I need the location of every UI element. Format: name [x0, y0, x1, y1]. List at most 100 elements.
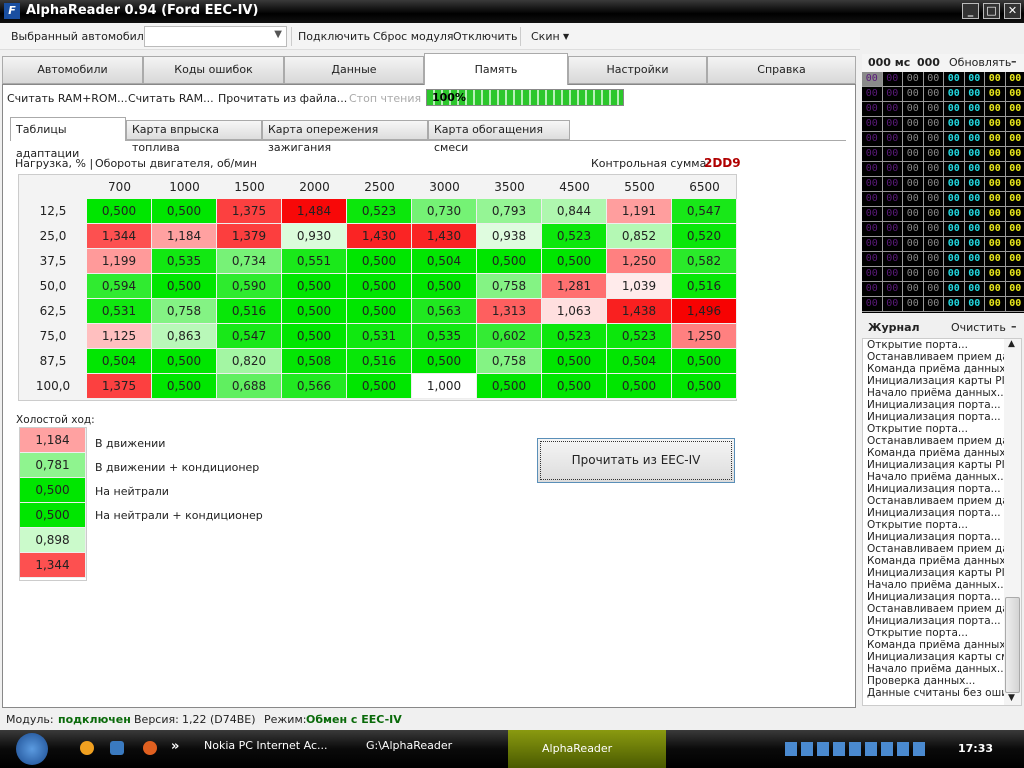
hex-cell[interactable]: 00 [862, 297, 883, 312]
hex-cell[interactable]: 00 [862, 102, 883, 117]
hex-cell[interactable]: 00 [923, 297, 944, 312]
hex-cell[interactable]: 00 [903, 192, 924, 207]
hex-cell[interactable]: 00 [923, 222, 944, 237]
hex-cell[interactable]: 00 [862, 282, 883, 297]
hex-cell[interactable]: 00 [923, 267, 944, 282]
table-cell[interactable]: 0,730 [412, 199, 477, 224]
maximize-button[interactable]: □ [983, 3, 1000, 19]
hex-cell[interactable]: 00 [903, 162, 924, 177]
connect-button[interactable]: Подключить [298, 30, 371, 43]
table-cell[interactable]: 1,379 [217, 224, 282, 249]
table-cell[interactable]: 1,184 [152, 224, 217, 249]
table-cell[interactable]: 0,523 [607, 324, 672, 349]
hex-cell[interactable]: 00 [964, 117, 985, 132]
scroll-thumb[interactable] [1005, 597, 1020, 693]
table-cell[interactable]: 0,500 [347, 249, 412, 274]
hex-cell[interactable]: 00 [1005, 132, 1024, 147]
table-cell[interactable]: 0,500 [542, 249, 607, 274]
table-cell[interactable]: 0,758 [477, 274, 542, 299]
table-cell[interactable]: 1,191 [607, 199, 672, 224]
table-cell[interactable]: 1,496 [672, 299, 737, 324]
hex-cell[interactable]: 00 [882, 222, 903, 237]
hex-cell[interactable]: 00 [985, 117, 1006, 132]
tray-icons[interactable] [785, 742, 925, 756]
table-cell[interactable]: 0,844 [542, 199, 607, 224]
hex-cell[interactable]: 00 [903, 237, 924, 252]
hex-cell[interactable]: 00 [862, 192, 883, 207]
hex-cell[interactable]: 00 [903, 282, 924, 297]
table-cell[interactable]: 0,602 [477, 324, 542, 349]
table-cell[interactable]: 0,504 [412, 249, 477, 274]
table-cell[interactable]: 0,516 [672, 274, 737, 299]
hex-cell[interactable]: 00 [923, 147, 944, 162]
table-cell[interactable]: 0,582 [672, 249, 737, 274]
hex-cell[interactable]: 00 [985, 192, 1006, 207]
table-cell[interactable]: 0,500 [282, 324, 347, 349]
hex-cell[interactable]: 00 [985, 282, 1006, 297]
hex-cell[interactable]: 00 [862, 162, 883, 177]
hex-cell[interactable]: 00 [903, 132, 924, 147]
hex-cell[interactable]: 00 [923, 72, 944, 87]
hex-cell[interactable]: 00 [944, 162, 965, 177]
table-cell[interactable]: 0,547 [217, 324, 282, 349]
hex-cell[interactable]: 00 [862, 222, 883, 237]
table-cell[interactable]: 0,500 [87, 199, 152, 224]
hex-cell[interactable]: 00 [882, 252, 903, 267]
hex-cell[interactable]: 00 [882, 87, 903, 102]
hex-cell[interactable]: 00 [903, 252, 924, 267]
table-cell[interactable]: 0,500 [152, 199, 217, 224]
table-cell[interactable]: 0,500 [152, 274, 217, 299]
idle-cell[interactable]: 0,500 [20, 503, 86, 528]
hex-cell[interactable]: 00 [944, 147, 965, 162]
taskbar-item-active[interactable]: AlphaReader [508, 730, 666, 768]
hex-cell[interactable]: 00 [1005, 237, 1024, 252]
hex-cell[interactable]: 00 [964, 147, 985, 162]
hex-cell[interactable]: 00 [985, 237, 1006, 252]
taskbar-item[interactable]: G:\AlphaReader [366, 739, 453, 752]
idle-cell[interactable]: 0,781 [20, 453, 86, 478]
hex-cell[interactable]: 00 [1005, 222, 1024, 237]
hex-cell[interactable]: 00 [903, 87, 924, 102]
hex-cell[interactable]: 00 [903, 177, 924, 192]
hex-cell[interactable]: 00 [923, 117, 944, 132]
hex-cell[interactable]: 00 [903, 102, 924, 117]
hex-cell[interactable]: 00 [964, 87, 985, 102]
hex-cell[interactable]: 00 [1005, 252, 1024, 267]
hex-cell[interactable]: 00 [1005, 87, 1024, 102]
quicklaunch-icon[interactable] [110, 741, 124, 755]
hex-cell[interactable]: 00 [985, 162, 1006, 177]
table-cell[interactable]: 0,520 [672, 224, 737, 249]
hex-cell[interactable]: 00 [1005, 117, 1024, 132]
hex-cell[interactable]: 00 [923, 252, 944, 267]
collapse-button[interactable]: – [1011, 55, 1017, 68]
hex-cell[interactable]: 00 [903, 147, 924, 162]
hex-cell[interactable]: 00 [985, 102, 1006, 117]
table-cell[interactable]: 0,758 [477, 349, 542, 374]
hex-cell[interactable]: 00 [944, 282, 965, 297]
journal-scrollbar[interactable]: ▲ ▼ [1004, 339, 1021, 705]
hex-cell[interactable]: 00 [862, 207, 883, 222]
table-cell[interactable]: 1,199 [87, 249, 152, 274]
hex-cell[interactable]: 00 [862, 267, 883, 282]
table-cell[interactable]: 0,531 [87, 299, 152, 324]
table-cell[interactable]: 0,500 [152, 349, 217, 374]
hex-cell[interactable]: 00 [985, 252, 1006, 267]
table-cell[interactable]: 0,793 [477, 199, 542, 224]
hex-cell[interactable]: 00 [985, 177, 1006, 192]
hex-cell[interactable]: 00 [882, 297, 903, 312]
table-cell[interactable]: 0,500 [542, 374, 607, 399]
clear-journal-button[interactable]: Очистить [951, 321, 1006, 334]
table-cell[interactable]: 0,535 [152, 249, 217, 274]
hex-cell[interactable]: 00 [964, 252, 985, 267]
hex-cell[interactable]: 00 [985, 222, 1006, 237]
hex-cell[interactable]: 00 [903, 117, 924, 132]
table-cell[interactable]: 1,430 [347, 224, 412, 249]
hex-cell[interactable]: 00 [964, 132, 985, 147]
table-cell[interactable]: 0,500 [672, 374, 737, 399]
hex-cell[interactable]: 00 [903, 72, 924, 87]
table-cell[interactable]: 1,313 [477, 299, 542, 324]
hex-cell[interactable]: 00 [944, 267, 965, 282]
stop-reading-button[interactable]: Стоп чтения [349, 92, 422, 105]
hex-cell[interactable]: 00 [964, 282, 985, 297]
table-cell[interactable]: 0,531 [347, 324, 412, 349]
